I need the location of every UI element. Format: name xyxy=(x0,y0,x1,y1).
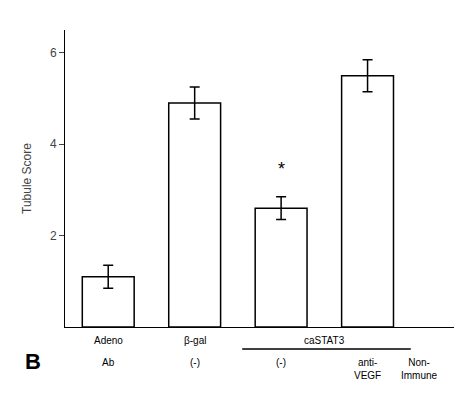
svg-text:Ab: Ab xyxy=(102,357,115,368)
svg-text:B: B xyxy=(25,349,41,374)
svg-text:4: 4 xyxy=(50,137,57,151)
svg-text:*: * xyxy=(278,159,285,179)
svg-text:Adeno: Adeno xyxy=(94,335,123,346)
svg-text:6: 6 xyxy=(50,46,57,60)
svg-text:Tubule Score: Tubule Score xyxy=(20,143,34,214)
svg-text:(-): (-) xyxy=(190,357,200,368)
svg-text:β-gal: β-gal xyxy=(184,335,206,346)
svg-text:2: 2 xyxy=(50,229,57,243)
svg-text:caSTAT3: caSTAT3 xyxy=(304,335,345,346)
svg-text:Non-Immune: Non-Immune xyxy=(401,357,438,381)
svg-text:anti-VEGF: anti-VEGF xyxy=(354,357,381,381)
svg-text:(-): (-) xyxy=(276,357,286,368)
